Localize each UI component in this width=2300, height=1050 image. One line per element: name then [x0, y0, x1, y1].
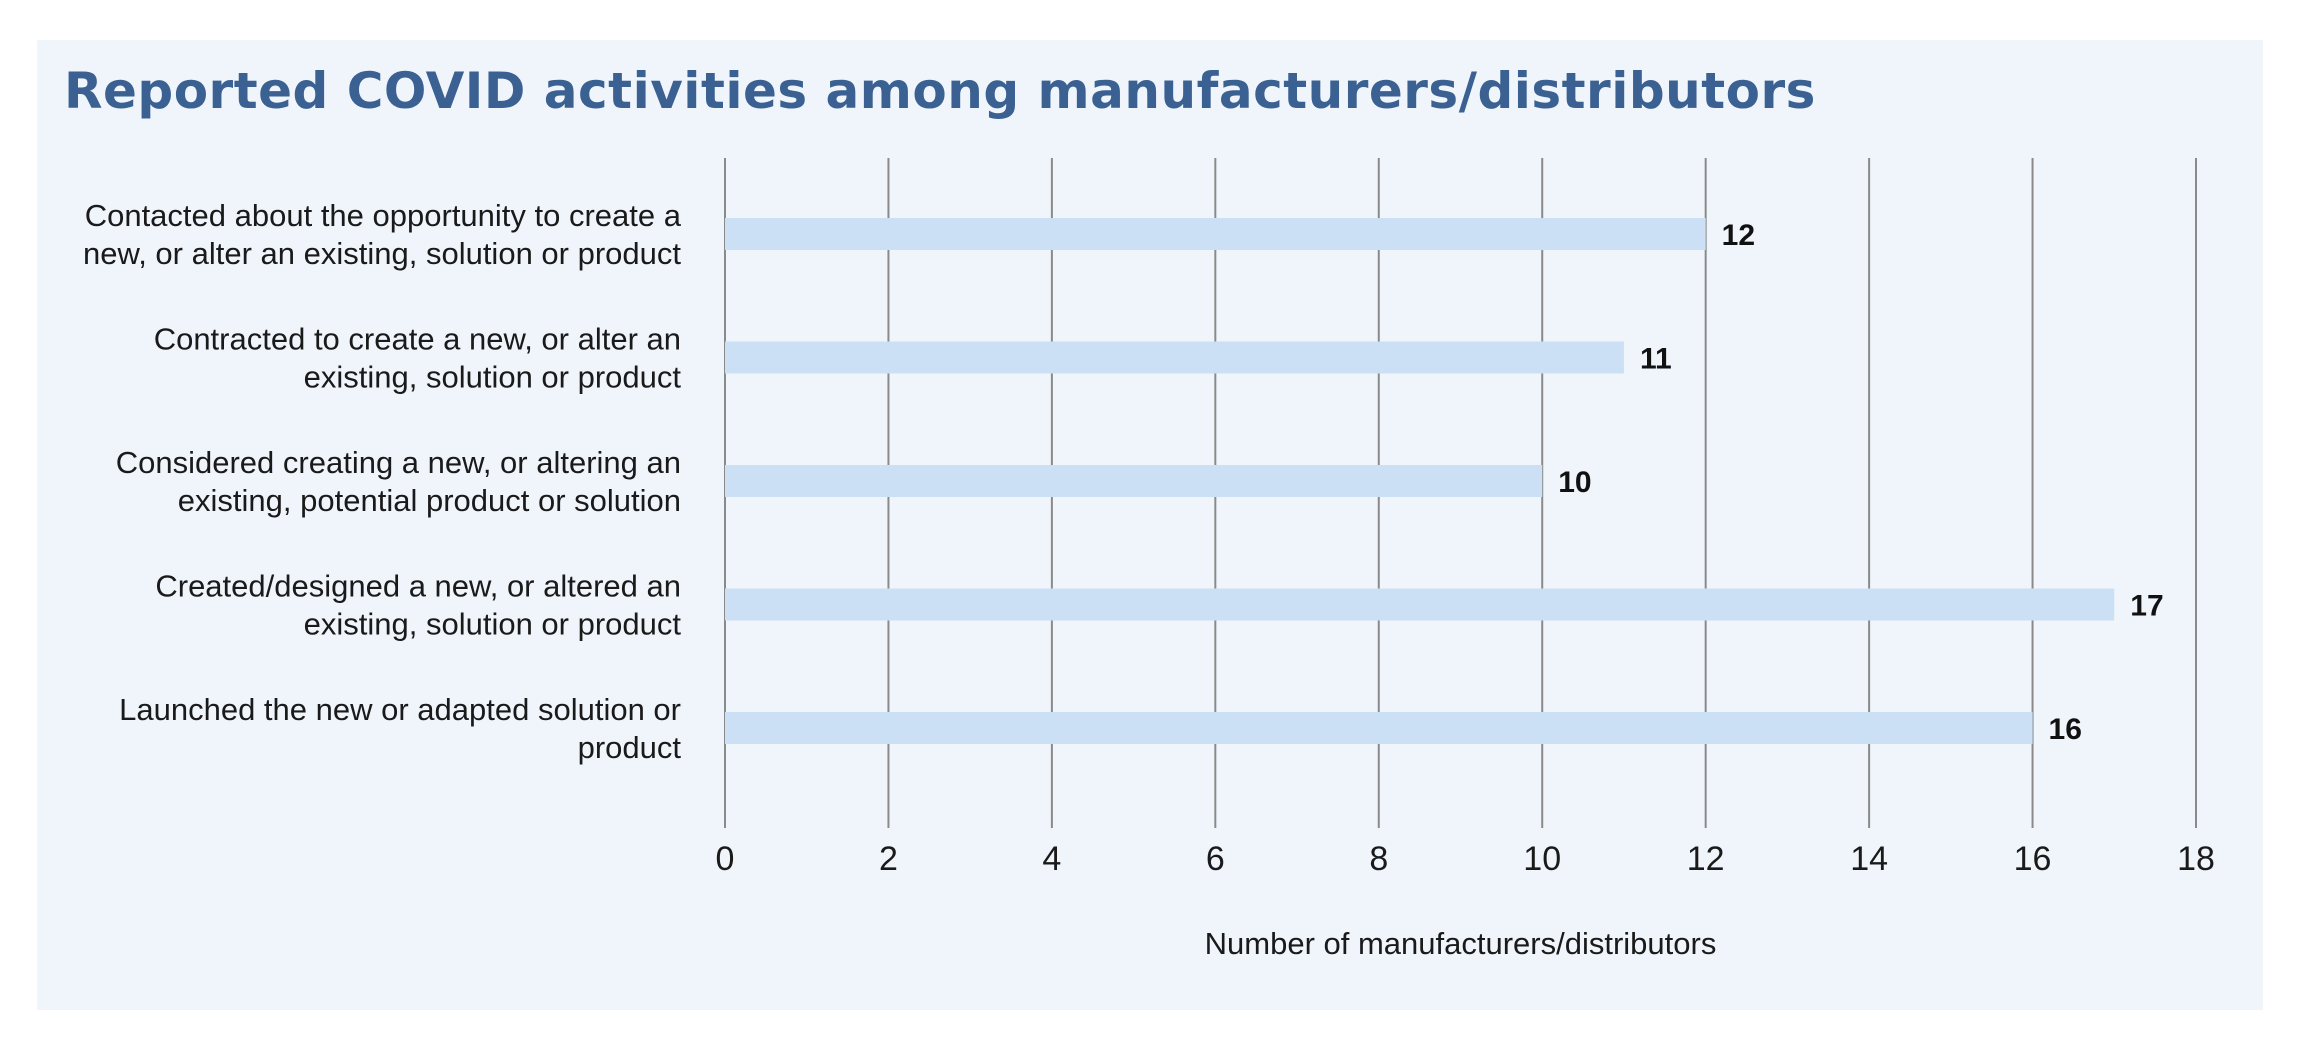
category-label: Launched the new or adapted solution or p…: [119, 692, 681, 765]
bar-value-label: 12: [1722, 219, 1755, 252]
bar: [725, 218, 1706, 250]
x-tick-label: 18: [2177, 840, 2215, 878]
bar: [725, 465, 1543, 497]
category-label: Considered creating a new, or altering a…: [116, 445, 681, 518]
x-tick-label: 12: [1687, 840, 1725, 878]
x-tick-label: 4: [1042, 840, 1061, 878]
x-tick-label: 6: [1206, 840, 1225, 878]
x-tick-label: 16: [2014, 840, 2052, 878]
bar: [725, 588, 2115, 621]
category-label: Contracted to create a new, or alter an e…: [154, 322, 682, 395]
chart-panel: [37, 40, 2263, 1010]
bar-value-label: 11: [1640, 343, 1672, 376]
bar: [725, 712, 2033, 744]
bar-value-label: 16: [2049, 713, 2082, 746]
chart-title: Reported COVID activities among manufact…: [64, 62, 1816, 120]
x-tick-label: 14: [1850, 840, 1888, 878]
x-tick-label: 0: [716, 840, 735, 878]
x-tick-label: 8: [1369, 840, 1388, 878]
x-tick-label: 10: [1523, 840, 1561, 878]
bar-value-label: 10: [1558, 466, 1591, 499]
bar-value-label: 17: [2130, 590, 2163, 623]
bar: [725, 341, 1624, 374]
category-label: Created/designed a new, or altered an exi…: [155, 569, 681, 642]
x-axis-title: Number of manufacturers/distributors: [1205, 926, 1717, 961]
x-tick-label: 2: [879, 840, 898, 878]
category-label: Contacted about the opportunity to creat…: [83, 198, 682, 271]
